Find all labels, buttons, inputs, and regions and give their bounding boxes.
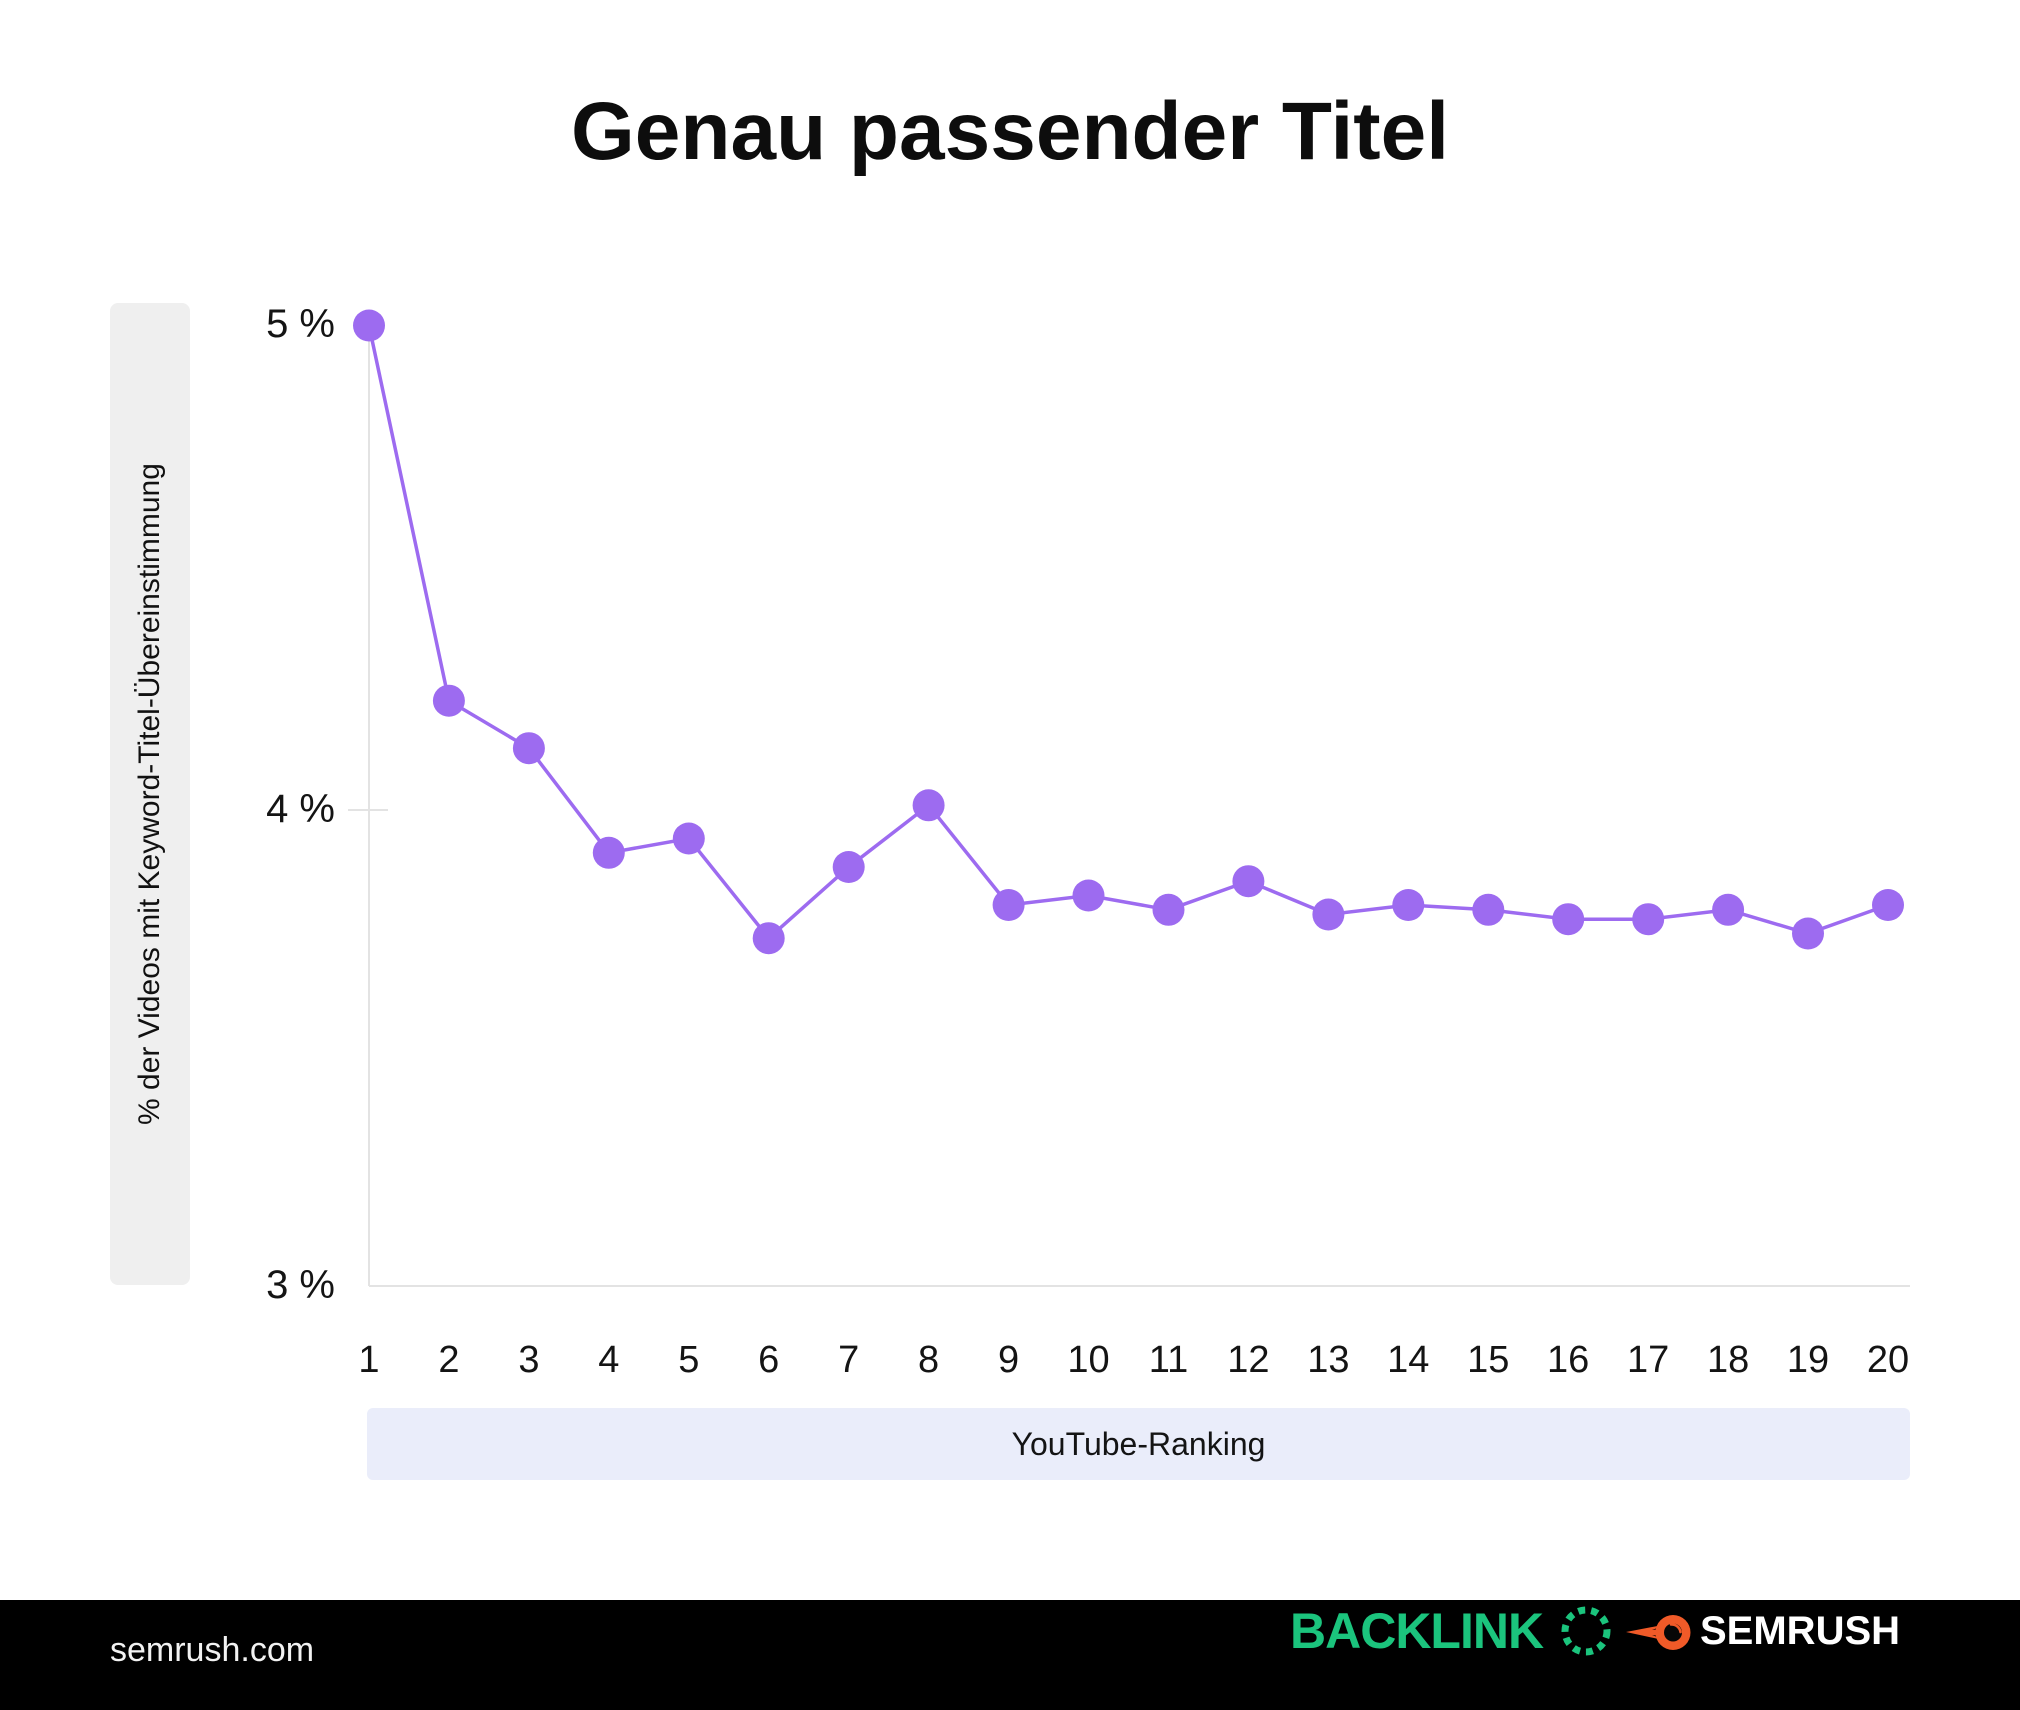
svg-text:10: 10 xyxy=(1067,1339,1109,1381)
svg-text:20: 20 xyxy=(1867,1339,1909,1381)
svg-text:7: 7 xyxy=(838,1339,859,1381)
svg-text:3 %: 3 % xyxy=(266,1263,335,1307)
svg-text:18: 18 xyxy=(1707,1339,1749,1381)
svg-text:2: 2 xyxy=(438,1339,459,1381)
svg-text:16: 16 xyxy=(1547,1339,1589,1381)
svg-text:17: 17 xyxy=(1627,1339,1669,1381)
svg-text:6: 6 xyxy=(758,1339,779,1381)
svg-text:11: 11 xyxy=(1149,1339,1188,1381)
svg-text:3: 3 xyxy=(518,1339,539,1381)
svg-text:14: 14 xyxy=(1387,1339,1429,1381)
svg-text:15: 15 xyxy=(1467,1339,1509,1381)
svg-text:13: 13 xyxy=(1307,1339,1349,1381)
svg-text:1: 1 xyxy=(358,1339,379,1381)
svg-text:12: 12 xyxy=(1227,1339,1269,1381)
svg-text:8: 8 xyxy=(918,1339,939,1381)
svg-text:SEMRUSH: SEMRUSH xyxy=(1700,1611,1900,1653)
svg-text:5: 5 xyxy=(678,1339,699,1381)
svg-text:19: 19 xyxy=(1787,1339,1829,1381)
svg-text:5 %: 5 % xyxy=(266,302,335,346)
svg-text:4: 4 xyxy=(598,1339,619,1381)
svg-text:9: 9 xyxy=(998,1339,1019,1381)
svg-text:4 %: 4 % xyxy=(266,787,335,831)
svg-text:BACKLINK: BACKLINK xyxy=(1290,1603,1544,1659)
